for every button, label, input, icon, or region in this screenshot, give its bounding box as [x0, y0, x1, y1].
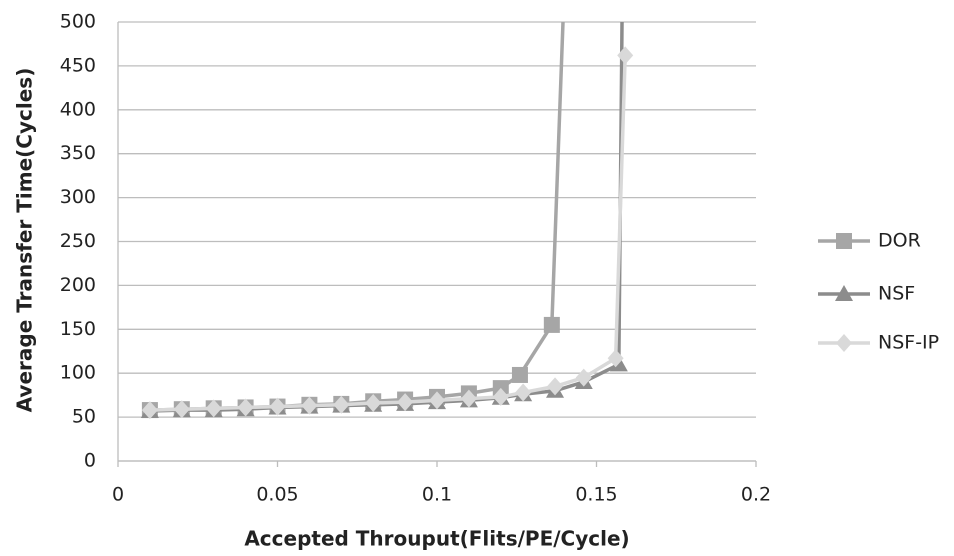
x-tick-label: 0.2	[741, 484, 771, 506]
data-point	[205, 399, 222, 418]
y-axis-title: Average Transfer Time(Cycles)	[13, 68, 37, 413]
legend-label: NSF	[878, 283, 915, 305]
y-tick-label: 350	[60, 142, 96, 164]
data-point	[547, 377, 564, 396]
data-point	[575, 368, 592, 387]
data-point	[492, 387, 509, 406]
data-point	[607, 349, 624, 368]
data-point	[460, 389, 477, 408]
y-tick-label: 250	[60, 230, 96, 252]
data-point	[333, 395, 350, 414]
x-tick-label: 0.1	[422, 484, 452, 506]
series-line	[149, 22, 565, 412]
data-point	[543, 316, 560, 333]
y-tick-label: 300	[60, 186, 96, 208]
y-tick-label: 400	[60, 98, 96, 120]
x-tick-label: 0.15	[575, 484, 617, 506]
x-tick-label: 0.05	[256, 484, 298, 506]
data-point	[511, 366, 528, 383]
data-point	[515, 383, 532, 402]
legend-label: DOR	[878, 230, 921, 252]
data-point	[429, 391, 445, 410]
y-tick-label: 50	[72, 406, 96, 428]
x-axis-title: Accepted Throuput(Flits/PE/Cycle)	[244, 527, 629, 551]
legend-swatch-marker	[836, 233, 852, 249]
data-point	[237, 398, 254, 417]
data-point	[397, 393, 414, 412]
x-tick-label: 0	[112, 484, 124, 506]
data-point	[269, 397, 286, 416]
legend-swatch-marker	[835, 285, 853, 301]
data-point	[141, 401, 158, 420]
series-line	[149, 22, 624, 413]
y-tick-label: 100	[60, 362, 96, 384]
y-tick-label: 0	[84, 450, 96, 472]
legend-swatch-marker	[836, 334, 852, 352]
y-tick-label: 450	[60, 54, 96, 76]
y-tick-label: 500	[60, 11, 96, 33]
legend-label: NSF-IP	[878, 332, 939, 354]
y-tick-label: 200	[60, 274, 96, 296]
data-point	[365, 394, 382, 413]
data-point	[173, 400, 190, 419]
data-point	[301, 396, 318, 415]
y-tick-label: 150	[60, 318, 96, 340]
data-point	[617, 46, 634, 65]
